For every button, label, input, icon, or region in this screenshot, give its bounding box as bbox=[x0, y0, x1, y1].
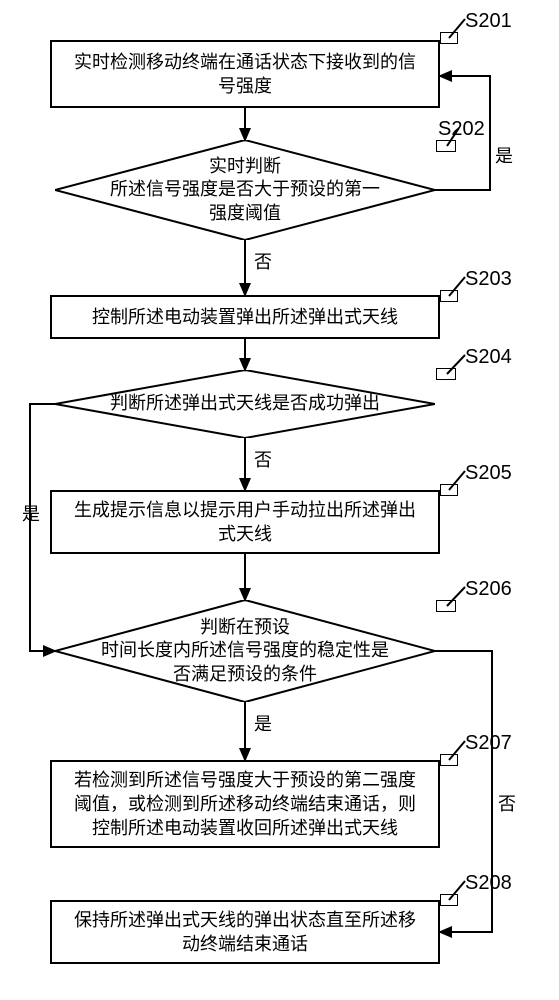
node-s201-text: 实时检测移动终端在通话状态下接收到的信号强度 bbox=[74, 50, 416, 99]
node-s204-text: 判断所述弹出式天线是否成功弹出 bbox=[55, 370, 435, 438]
flag-s205 bbox=[440, 484, 458, 496]
edge-s206-no: 否 bbox=[498, 790, 516, 816]
edge-s206-yes: 是 bbox=[254, 710, 272, 736]
node-s202-text: 实时判断所述信号强度是否大于预设的第一强度阈值 bbox=[55, 140, 435, 240]
label-s204: S204 bbox=[465, 346, 512, 369]
flag-s206 bbox=[436, 600, 456, 612]
label-s208: S208 bbox=[465, 872, 512, 895]
node-s207: 若检测到所述信号强度大于预设的第二强度阈值，或检测到所述移动终端结束通话，则控制… bbox=[50, 760, 440, 848]
label-s205: S205 bbox=[465, 462, 512, 485]
edge-s204-yes: 是 bbox=[22, 500, 40, 526]
label-s207: S207 bbox=[465, 732, 512, 755]
edge-s204-no: 否 bbox=[254, 446, 272, 472]
node-s208: 保持所述弹出式天线的弹出状态直至所述移动终端结束通话 bbox=[50, 900, 440, 964]
flag-s208 bbox=[440, 894, 458, 906]
node-s202: 实时判断所述信号强度是否大于预设的第一强度阈值 bbox=[55, 140, 435, 240]
label-s203: S203 bbox=[465, 268, 512, 291]
flag-s207 bbox=[440, 754, 458, 766]
flag-s203 bbox=[440, 290, 458, 302]
node-s207-text: 若检测到所述信号强度大于预设的第二强度阈值，或检测到所述移动终端结束通话，则控制… bbox=[74, 768, 416, 841]
label-s206: S206 bbox=[465, 578, 512, 601]
label-s201: S201 bbox=[465, 10, 512, 33]
node-s203: 控制所述电动装置弹出所述弹出式天线 bbox=[50, 295, 440, 339]
node-s204: 判断所述弹出式天线是否成功弹出 bbox=[55, 370, 435, 438]
flag-s201 bbox=[440, 32, 458, 44]
node-s208-text: 保持所述弹出式天线的弹出状态直至所述移动终端结束通话 bbox=[74, 908, 416, 957]
node-s206-text: 判断在预设时间长度内所述信号强度的稳定性是否满足预设的条件 bbox=[55, 600, 435, 702]
node-s201: 实时检测移动终端在通话状态下接收到的信号强度 bbox=[50, 40, 440, 108]
node-s205-text: 生成提示信息以提示用户手动拉出所述弹出式天线 bbox=[74, 498, 416, 547]
node-s205: 生成提示信息以提示用户手动拉出所述弹出式天线 bbox=[50, 490, 440, 554]
flowchart-canvas: 实时检测移动终端在通话状态下接收到的信号强度 S201 实时判断所述信号强度是否… bbox=[0, 0, 559, 1000]
node-s206: 判断在预设时间长度内所述信号强度的稳定性是否满足预设的条件 bbox=[55, 600, 435, 702]
flag-s202 bbox=[436, 140, 456, 152]
node-s203-text: 控制所述电动装置弹出所述弹出式天线 bbox=[92, 305, 398, 329]
edge-s202-yes: 是 bbox=[495, 142, 513, 168]
label-s202: S202 bbox=[438, 118, 485, 141]
edge-s202-no: 否 bbox=[254, 248, 272, 274]
flag-s204 bbox=[436, 368, 456, 380]
